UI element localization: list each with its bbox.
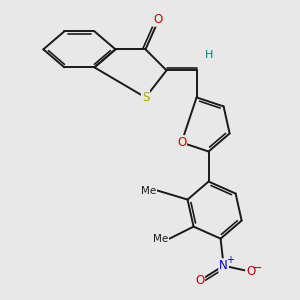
- Text: Me: Me: [153, 234, 168, 244]
- Text: O: O: [153, 13, 162, 26]
- Text: Me: Me: [141, 186, 156, 196]
- Text: +: +: [226, 255, 234, 265]
- Text: O: O: [195, 274, 204, 287]
- Text: H: H: [204, 50, 213, 60]
- Text: O: O: [246, 265, 255, 278]
- Text: N: N: [219, 259, 228, 272]
- Text: O: O: [177, 136, 186, 149]
- Text: −: −: [252, 262, 262, 275]
- Text: S: S: [142, 91, 149, 104]
